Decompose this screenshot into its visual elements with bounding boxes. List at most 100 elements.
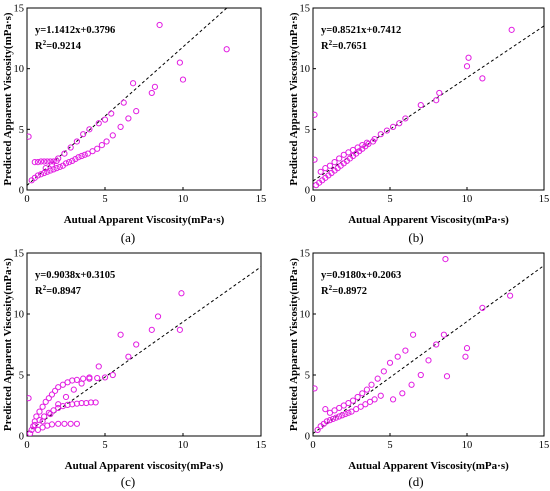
panel-label: (b): [408, 230, 423, 245]
data-point: [354, 144, 361, 151]
r-squared-superscript: 2: [43, 284, 47, 292]
y-axis-label: Predicted Apparent Viscosity(mPa·s): [288, 258, 300, 431]
data-point: [322, 406, 329, 413]
data-point: [27, 430, 34, 436]
data-point: [129, 80, 137, 87]
data-point: [42, 165, 49, 172]
data-point: [176, 326, 183, 333]
data-point: [108, 110, 115, 117]
r-squared-symbol: R: [35, 41, 43, 52]
data-point: [36, 408, 43, 415]
data-point: [148, 89, 155, 97]
data-point: [326, 409, 334, 416]
data-point: [151, 83, 159, 90]
data-point: [101, 374, 109, 381]
data-point: [402, 115, 409, 122]
y-tick-label: 0: [305, 186, 310, 197]
r-squared: R2=0.7651: [321, 39, 367, 52]
y-axis-label: Predicted Apparent Viscosity(mPa·s): [2, 12, 14, 185]
r-squared-superscript: 2: [329, 284, 333, 292]
panel-c: 0 5 10 15 0 5 10 15 Autual Apparent viscosity(mP…: [2, 249, 266, 490]
data-point: [59, 381, 66, 388]
data-point: [336, 404, 343, 412]
r-squared-value: =0.9214: [46, 41, 82, 52]
panel-a: 0 5 10 15 0 5 10 15 Autual Apparent Viscosity(mP…: [2, 4, 267, 246]
y-tick-label: 15: [300, 4, 311, 15]
data-point: [27, 133, 32, 140]
data-point: [94, 374, 101, 382]
data-point: [55, 420, 62, 427]
data-point: [417, 101, 424, 109]
data-point: [394, 353, 401, 360]
fit-line: [313, 265, 544, 434]
r-squared-value: =0.8972: [332, 286, 367, 297]
plot-area: [27, 8, 230, 186]
data-point: [342, 410, 349, 418]
data-point: [61, 150, 68, 157]
x-axis-label: Autual Apparent Viscosity(mPa·s): [348, 214, 509, 226]
data-point: [417, 371, 424, 379]
y-tick-label: 10: [300, 64, 311, 75]
data-point: [349, 146, 357, 154]
r-squared-superscript: 2: [329, 39, 333, 47]
data-point: [359, 142, 366, 149]
y-axis-label: Predicted Apparent Viscosity(mPa·s): [2, 258, 14, 431]
x-tick-label: 5: [387, 194, 392, 205]
data-point: [326, 417, 334, 424]
data-point: [36, 417, 43, 424]
fit-line: [27, 8, 228, 186]
data-point: [55, 401, 62, 408]
y-tick-label: 10: [14, 310, 25, 321]
r-squared-symbol: R: [321, 41, 329, 52]
data-point: [37, 171, 45, 178]
data-point: [374, 375, 381, 382]
data-point: [48, 161, 56, 168]
data-point: [389, 123, 397, 131]
data-point: [75, 154, 82, 161]
data-point: [86, 374, 93, 381]
data-point: [402, 347, 409, 354]
data-point: [314, 426, 321, 433]
data-point: [67, 144, 74, 151]
data-point: [109, 371, 116, 379]
data-point: [345, 409, 352, 416]
data-point: [34, 172, 42, 179]
y-tick-label: 5: [19, 371, 24, 382]
data-point: [78, 152, 85, 160]
fit-line: [313, 25, 544, 182]
data-point: [27, 395, 32, 402]
data-point: [53, 165, 60, 172]
plot-area: [313, 25, 544, 189]
fit-equation: y=1.1412x+0.3796: [35, 25, 115, 36]
data-point: [323, 418, 330, 425]
data-point: [95, 363, 102, 370]
data-point: [39, 403, 46, 410]
data-point: [425, 357, 432, 364]
data-point: [44, 158, 51, 165]
y-axis-label: Predicted Apparent Viscosity(mPa·s): [288, 12, 300, 185]
data-point: [109, 132, 116, 139]
data-point: [508, 26, 515, 33]
data-point: [39, 418, 46, 425]
data-point: [94, 145, 101, 152]
data-point: [101, 116, 109, 123]
fit-equation: y=0.9038x+0.3105: [35, 270, 115, 281]
r-squared: R2=0.8972: [321, 284, 367, 297]
plot-area: [313, 256, 544, 434]
data-point: [73, 420, 81, 427]
data-point: [28, 426, 35, 433]
data-point: [73, 138, 81, 145]
plot-frame: [26, 252, 262, 437]
data-point: [70, 386, 77, 393]
data-point: [331, 407, 338, 414]
data-point: [463, 345, 471, 352]
plot-area: [27, 266, 261, 436]
y-tick-label: 15: [14, 249, 25, 260]
data-point: [48, 391, 56, 398]
panel-d: 0 5 10 15 0 5 10 15 Autual Apparent Viscosity(mP…: [288, 249, 549, 490]
x-tick-label: 15: [256, 194, 267, 205]
data-point: [98, 142, 105, 149]
data-point: [178, 290, 185, 297]
x-tick-label: 10: [462, 440, 473, 451]
